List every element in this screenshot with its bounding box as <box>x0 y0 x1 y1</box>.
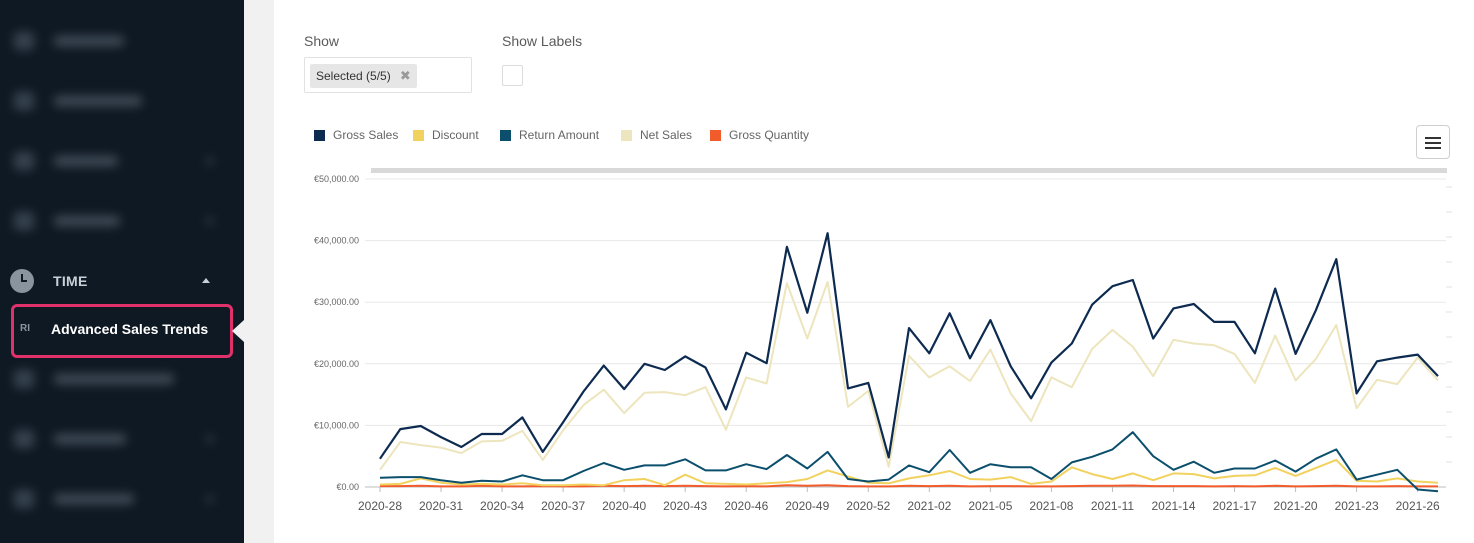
legend-swatch <box>413 130 424 141</box>
y-tick-label: €50,000.00 <box>314 174 359 184</box>
x-tick-label: 2021-02 <box>907 499 951 513</box>
x-tick-label: 2020-37 <box>541 499 585 513</box>
sidebar-item-blurred[interactable] <box>10 26 220 56</box>
x-tick-label: 2021-08 <box>1029 499 1073 513</box>
x-tick-label: 2020-40 <box>602 499 646 513</box>
y-tick-label: €0.00 <box>336 482 359 492</box>
series-line-gross-quantity <box>380 484 1438 488</box>
chart-menu-button[interactable] <box>1416 125 1450 159</box>
chevron-up-icon <box>202 278 210 283</box>
legend-swatch <box>621 130 632 141</box>
x-tick-label: 2021-20 <box>1274 499 1318 513</box>
x-tick-label: 2021-14 <box>1151 499 1195 513</box>
x-tick-label: 2021-26 <box>1396 499 1440 513</box>
x-tick-label: 2021-05 <box>968 499 1012 513</box>
legend-label: Gross Sales <box>333 128 399 142</box>
chart-scrollbar <box>371 168 1447 173</box>
content-gutter <box>244 0 274 543</box>
show-filter-label: Show <box>304 33 340 49</box>
x-tick-label: 2020-43 <box>663 499 707 513</box>
legend-label: Net Sales <box>640 128 693 142</box>
y-tick-label: €40,000.00 <box>314 236 359 246</box>
x-tick-label: 2021-17 <box>1213 499 1257 513</box>
sidebar-item-blurred[interactable] <box>10 364 220 394</box>
series-line-net-sales <box>379 280 1439 471</box>
show-select[interactable]: Selected (5/5) ✖ <box>304 57 472 93</box>
sidebar-section-time[interactable]: TIME <box>10 266 230 296</box>
sidebar-item-blurred[interactable] <box>10 146 220 176</box>
sidebar: TIME RI Advanced Sales Trends <box>0 0 244 543</box>
legend-swatch <box>500 130 511 141</box>
selected-tag-label: Selected (5/5) <box>316 69 391 83</box>
legend-label: Discount <box>432 128 479 142</box>
show-labels-label: Show Labels <box>502 33 583 49</box>
sidebar-item-advanced-sales-trends[interactable]: RI Advanced Sales Trends <box>11 304 233 358</box>
legend-swatch <box>710 130 721 141</box>
close-icon[interactable]: ✖ <box>399 68 411 83</box>
x-tick-label: 2021-23 <box>1335 499 1379 513</box>
series-line-gross-sales <box>379 232 1439 460</box>
x-tick-label: 2020-31 <box>419 499 463 513</box>
sidebar-item-abbr: RI <box>20 323 30 334</box>
x-tick-label: 2020-46 <box>724 499 768 513</box>
x-tick-label: 2020-28 <box>358 499 402 513</box>
legend-label: Return Amount <box>519 128 600 142</box>
x-tick-label: 2020-49 <box>785 499 829 513</box>
sidebar-item-blurred[interactable] <box>10 86 220 116</box>
sidebar-item-blurred[interactable] <box>10 206 220 236</box>
active-indicator-notch <box>232 320 244 342</box>
sidebar-item-blurred[interactable] <box>10 484 220 514</box>
show-labels-checkbox[interactable] <box>502 65 523 86</box>
y-tick-label: €20,000.00 <box>314 359 359 369</box>
series-line-return-amount <box>379 431 1439 493</box>
sidebar-item-blurred[interactable] <box>10 424 220 454</box>
x-tick-label: 2020-52 <box>846 499 890 513</box>
x-tick-label: 2021-11 <box>1091 499 1134 513</box>
series-line-discount <box>379 458 1439 487</box>
selected-tag: Selected (5/5) ✖ <box>310 64 417 88</box>
legend-label: Gross Quantity <box>729 128 810 142</box>
sidebar-section-label: TIME <box>53 273 88 289</box>
y-tick-label: €10,000.00 <box>314 420 359 430</box>
hamburger-icon <box>1425 137 1441 139</box>
sidebar-item-label: Advanced Sales Trends <box>51 321 209 337</box>
clock-icon <box>10 269 34 293</box>
x-tick-label: 2020-34 <box>480 499 524 513</box>
legend-swatch <box>314 130 325 141</box>
y-tick-label: €30,000.00 <box>314 297 359 307</box>
